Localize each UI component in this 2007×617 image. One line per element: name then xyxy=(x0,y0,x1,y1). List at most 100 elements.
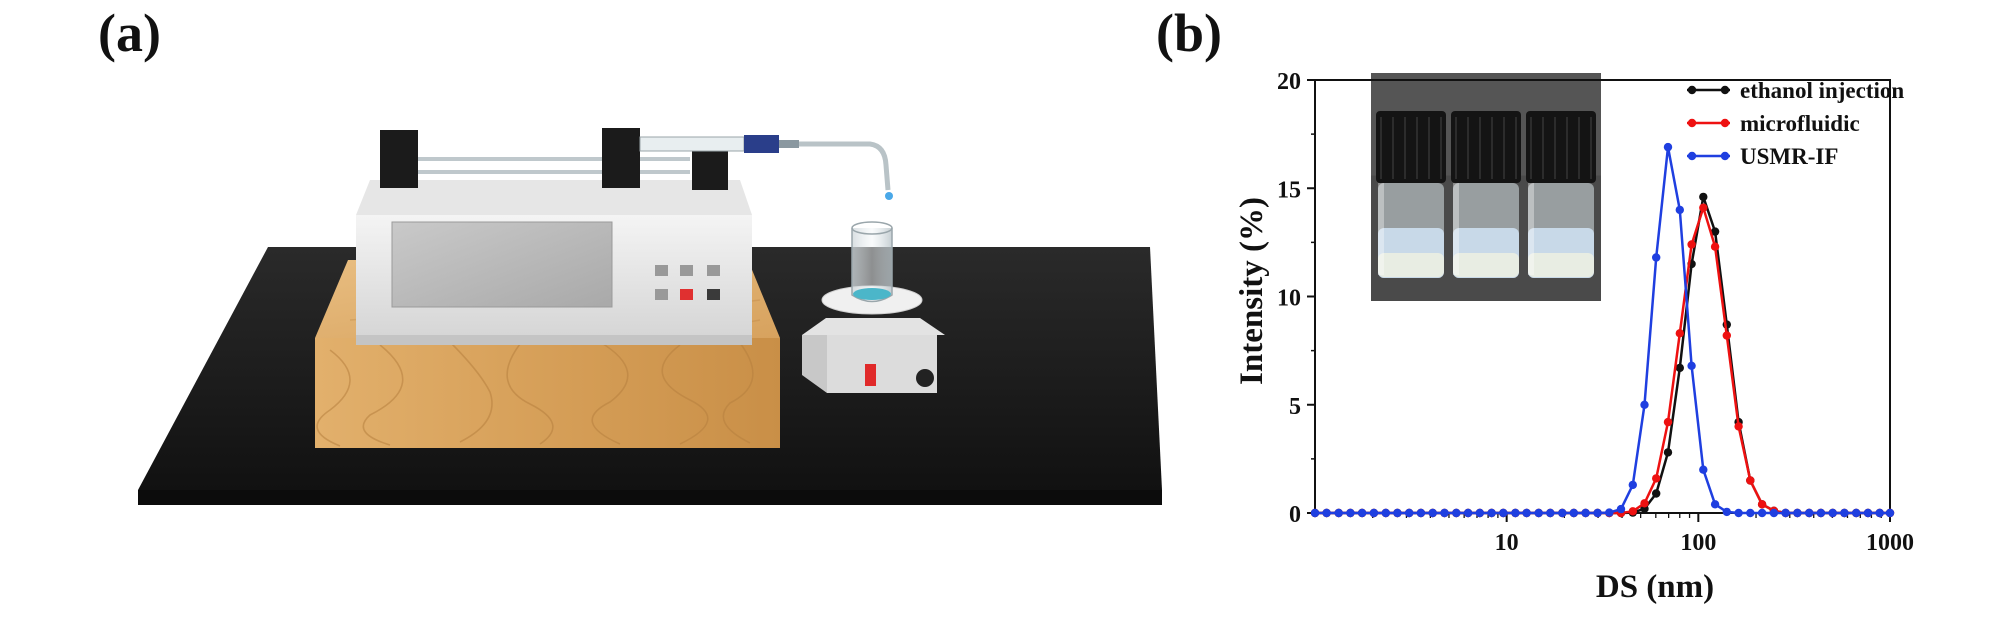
data-point xyxy=(1640,499,1649,508)
data-point xyxy=(1334,508,1343,518)
legend-swatch-marker xyxy=(1720,85,1730,95)
data-point xyxy=(1440,508,1449,518)
magnetic-stirrer xyxy=(802,221,945,393)
series-usmr-if xyxy=(1310,142,1895,518)
legend-entry: USMR-IF xyxy=(1687,144,1838,169)
legend-label: USMR-IF xyxy=(1740,144,1838,169)
data-point xyxy=(1569,508,1578,518)
data-point xyxy=(1757,500,1767,509)
y-tick-label: 20 xyxy=(1277,69,1301,95)
data-point xyxy=(1663,142,1673,152)
legend-swatch-marker xyxy=(1687,151,1697,161)
data-point xyxy=(1663,417,1673,427)
data-point xyxy=(1405,508,1414,518)
x-tick-label: 1000 xyxy=(1866,530,1914,556)
legend-entry: ethanol injection xyxy=(1687,78,1904,103)
y-tick-label: 5 xyxy=(1289,394,1301,420)
data-point xyxy=(1534,508,1543,518)
data-point xyxy=(1793,508,1802,518)
data-point xyxy=(1816,508,1826,518)
vial-1 xyxy=(1376,111,1446,278)
data-point xyxy=(1616,504,1626,514)
axes: 0 5 10 15 20 10 100 1000 xyxy=(1277,69,1914,556)
data-point xyxy=(1828,508,1837,518)
data-point xyxy=(1769,508,1779,518)
data-point xyxy=(1475,508,1484,518)
data-point xyxy=(1511,508,1520,518)
syringe-pump-illustration xyxy=(138,128,1162,505)
data-point xyxy=(1675,205,1684,215)
data-point xyxy=(1663,448,1673,457)
panel-label-b: (b) xyxy=(1156,3,1222,63)
data-point xyxy=(1428,508,1437,518)
data-point xyxy=(1499,508,1508,518)
data-point xyxy=(1652,489,1661,498)
y-tick-label: 0 xyxy=(1289,502,1301,528)
data-point xyxy=(1885,508,1895,518)
data-point xyxy=(1734,508,1743,518)
legend: ethanol injection microfluidic USMR-IF xyxy=(1687,78,1904,169)
data-point xyxy=(1310,508,1320,518)
data-point xyxy=(1722,331,1731,340)
data-point xyxy=(1628,480,1637,490)
data-point xyxy=(1710,242,1720,251)
data-point xyxy=(1687,240,1696,249)
data-point xyxy=(1322,508,1331,518)
x-tick-label: 100 xyxy=(1680,530,1716,556)
data-point xyxy=(1757,508,1767,518)
data-point xyxy=(1710,500,1720,509)
data-point xyxy=(1522,508,1531,518)
vial-3 xyxy=(1526,111,1596,278)
legend-entry: microfluidic xyxy=(1687,111,1860,136)
legend-swatch-marker xyxy=(1720,151,1730,161)
data-point xyxy=(1875,508,1884,518)
vial-2 xyxy=(1451,111,1521,278)
legend-swatch-marker xyxy=(1687,118,1697,128)
y-tick-label: 15 xyxy=(1277,177,1301,203)
data-point xyxy=(1640,400,1649,409)
data-point xyxy=(1652,253,1661,262)
data-point xyxy=(1675,363,1684,373)
data-point xyxy=(1699,192,1708,202)
data-point xyxy=(1781,508,1790,518)
size-distribution-chart: 0 5 10 15 20 10 100 1000 ethanol injection micro… xyxy=(1234,69,1914,605)
data-point xyxy=(1605,508,1614,517)
y-tick-label: 10 xyxy=(1277,286,1301,312)
data-point xyxy=(1852,508,1861,518)
data-point xyxy=(1463,508,1473,518)
data-point xyxy=(1628,507,1637,516)
data-point xyxy=(1675,329,1684,338)
vials-inset-photo xyxy=(1371,73,1601,301)
data-point xyxy=(1746,476,1755,485)
data-point xyxy=(1746,508,1755,518)
data-point xyxy=(1393,508,1402,518)
data-point xyxy=(1805,508,1814,518)
legend-swatch-marker xyxy=(1687,85,1697,95)
data-point xyxy=(1710,227,1720,236)
data-point xyxy=(1687,361,1696,370)
data-point xyxy=(1487,508,1496,518)
data-point xyxy=(1699,465,1708,474)
y-axis-label: Intensity (%) xyxy=(1234,197,1270,385)
syringe-pump xyxy=(356,128,893,345)
legend-label: microfluidic xyxy=(1740,111,1860,136)
data-point xyxy=(1346,508,1355,518)
data-point xyxy=(1722,507,1731,517)
data-point xyxy=(1581,508,1590,518)
data-point xyxy=(1357,508,1367,518)
data-point xyxy=(1546,508,1555,518)
data-point xyxy=(1381,508,1390,518)
x-axis-label: DS (nm) xyxy=(1596,569,1714,605)
legend-label: ethanol injection xyxy=(1740,78,1904,103)
x-tick-label: 10 xyxy=(1495,530,1519,556)
data-point xyxy=(1840,508,1849,518)
series-layer xyxy=(1310,142,1895,518)
data-point xyxy=(1452,508,1461,518)
legend-swatch-marker xyxy=(1720,118,1730,128)
data-point xyxy=(1416,508,1426,518)
data-point xyxy=(1652,474,1661,483)
data-point xyxy=(1863,508,1873,518)
data-point xyxy=(1734,422,1743,431)
data-point xyxy=(1699,203,1708,212)
panel-label-a: (a) xyxy=(98,3,161,63)
